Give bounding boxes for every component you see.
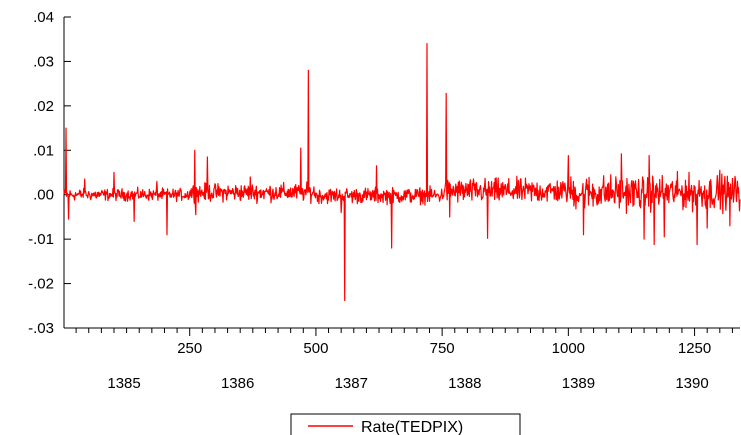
y-tick-label: .04: [33, 9, 54, 26]
x-tick-label: 500: [303, 340, 328, 357]
axes-group: [63, 17, 740, 329]
ticks-group: -.03 -.02 -.01 .00 .01 .02 .03 .04 250 500 750 1000…: [28, 9, 733, 392]
y-tick-label: .02: [33, 98, 54, 115]
rate-tedpix-series-line: [63, 43, 741, 302]
year-label: 1387: [335, 375, 368, 392]
x-tick-label: 1000: [552, 340, 585, 357]
y-tick-label: .03: [33, 53, 54, 70]
year-label: 1386: [221, 375, 254, 392]
y-tick-label: -.03: [28, 320, 54, 337]
legend-label: Rate(TEDPIX): [361, 419, 463, 435]
legend-box: [290, 413, 521, 435]
year-label: 1388: [448, 375, 481, 392]
y-tick-label: -.02: [28, 276, 54, 293]
x-tick-label: 750: [430, 340, 455, 357]
x-tick-label: 1250: [678, 340, 711, 357]
legend: Rate(TEDPIX): [290, 413, 521, 435]
x-tick-label: 250: [177, 340, 202, 357]
year-label: 1389: [562, 375, 595, 392]
year-label: 1385: [107, 375, 140, 392]
series-group: [63, 43, 741, 302]
y-tick-label: .00: [33, 187, 54, 204]
year-label: 1390: [675, 375, 708, 392]
y-tick-label: -.01: [28, 231, 54, 248]
y-tick-label: .01: [33, 142, 54, 159]
